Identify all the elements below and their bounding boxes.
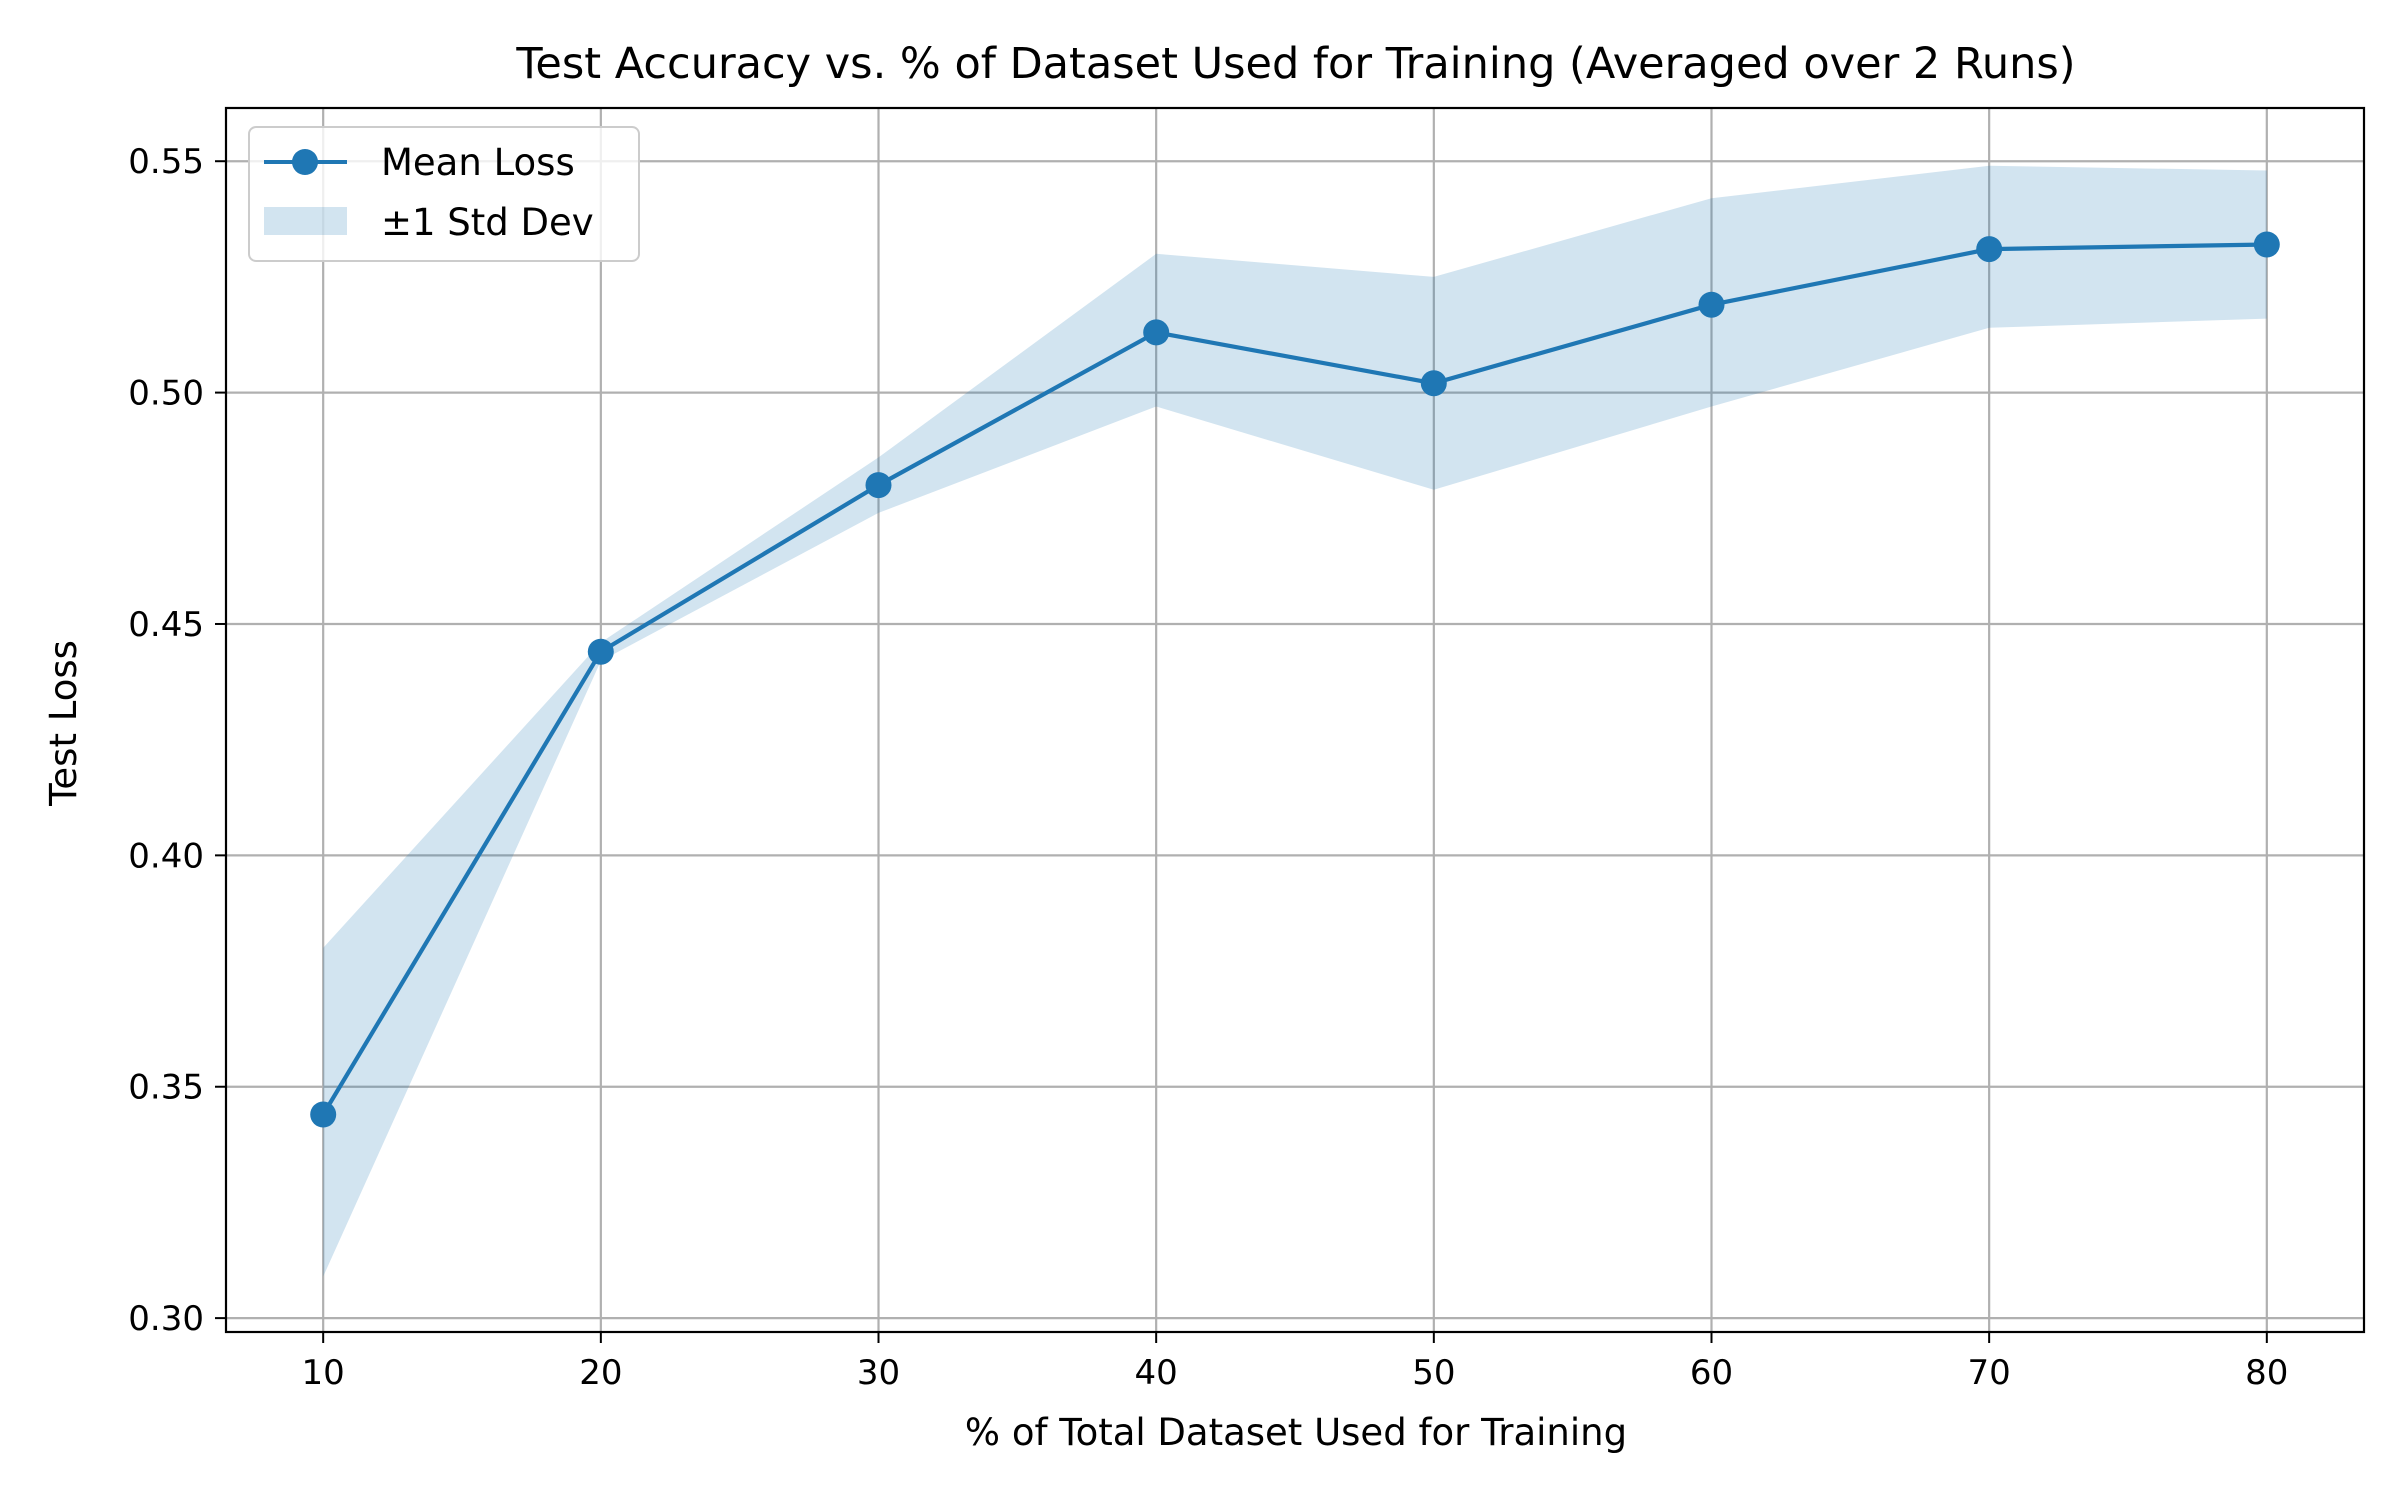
y-tick-label: 0.30 (128, 1299, 204, 1339)
x-tick-label: 80 (2245, 1353, 2288, 1393)
mean-loss-line (320, 242, 2269, 1118)
x-tick-label: 20 (579, 1353, 622, 1393)
x-tick-label: 30 (857, 1353, 900, 1393)
data-point-marker (310, 1101, 337, 1128)
data-point-marker (865, 472, 892, 499)
x-tick-label: 60 (1690, 1353, 1733, 1393)
legend: Mean Loss ±1 Std Dev (248, 126, 640, 262)
legend-label-std-dev: ±1 Std Dev (381, 201, 594, 244)
legend-label-mean-loss: Mean Loss (381, 141, 575, 184)
x-axis-label: % of Total Dataset Used for Training (965, 1411, 1627, 1454)
x-tick-label: 50 (1412, 1353, 1455, 1393)
y-tick-label: 0.35 (128, 1068, 204, 1108)
x-axis-ticks: 10 20 30 40 50 60 70 80 (302, 1332, 2288, 1393)
plot-frame (224, 106, 2366, 1334)
y-tick-label: 0.55 (128, 142, 204, 182)
data-point-marker (1976, 236, 2003, 263)
series-layer (310, 231, 2280, 1128)
data-point-marker (587, 638, 614, 665)
grid-lines (226, 108, 2364, 1332)
legend-band-swatch (264, 207, 347, 235)
data-point-marker (1698, 291, 1725, 318)
y-tick-label: 0.40 (128, 836, 204, 876)
y-axis-label: Test Loss (42, 640, 85, 807)
x-tick-label: 70 (1968, 1353, 2011, 1393)
x-tick-label: 10 (302, 1353, 345, 1393)
chart-title: Test Accuracy vs. % of Dataset Used for … (515, 39, 2075, 89)
y-tick-label: 0.45 (128, 605, 204, 645)
data-point-marker (2253, 231, 2280, 258)
x-tick-label: 40 (1135, 1353, 1178, 1393)
legend-marker-swatch (292, 149, 318, 175)
std-dev-band (323, 165, 2267, 1277)
y-tick-label: 0.50 (128, 374, 204, 414)
data-point-marker (1143, 319, 1170, 346)
y-axis-ticks: 0.30 0.35 0.40 0.45 0.50 0.55 (128, 142, 226, 1339)
data-point-marker (1420, 370, 1447, 397)
std-dev-band-layer (323, 165, 2267, 1277)
